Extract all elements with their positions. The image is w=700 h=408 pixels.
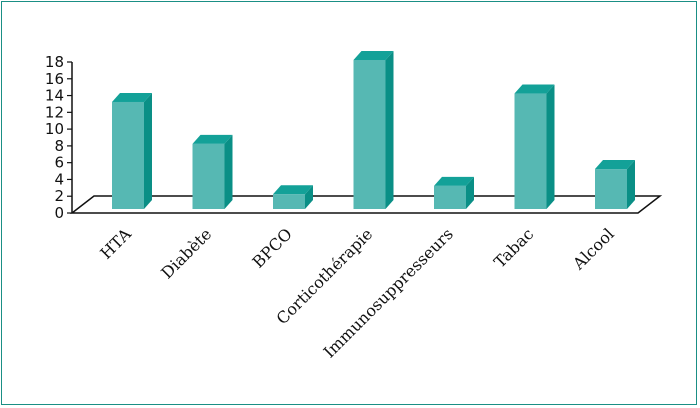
bar-top bbox=[595, 160, 635, 170]
bar-top bbox=[514, 84, 555, 94]
bar-front bbox=[434, 185, 466, 209]
bar-side bbox=[305, 185, 313, 209]
bar-side bbox=[385, 51, 394, 209]
category-labels: HTA Diabète BPCOCorticothérapieImmunosuppr… bbox=[96, 224, 617, 362]
category-label: Tabac bbox=[490, 224, 537, 271]
bar-front bbox=[112, 101, 144, 209]
category-label: HTA bbox=[96, 224, 135, 263]
bar-top bbox=[192, 134, 233, 144]
bar bbox=[353, 51, 394, 209]
y-tick-label: 16 bbox=[45, 70, 64, 88]
y-tick-label: 0 bbox=[54, 204, 64, 222]
bar-front bbox=[273, 194, 305, 209]
bar-front bbox=[595, 169, 627, 209]
bar bbox=[434, 176, 474, 209]
category-label: BPCO bbox=[249, 224, 296, 271]
bar-front bbox=[514, 93, 547, 209]
category-label: Alcool bbox=[568, 224, 618, 274]
category-label: Diabète bbox=[157, 224, 215, 282]
bar-side bbox=[224, 134, 233, 209]
category-label: Immunosuppresseurs bbox=[320, 224, 457, 361]
bar bbox=[112, 92, 152, 209]
bar-side bbox=[546, 84, 555, 209]
bar-side bbox=[144, 92, 152, 209]
bar bbox=[595, 160, 635, 209]
bar-front bbox=[192, 143, 225, 209]
y-tick-label: 10 bbox=[45, 120, 64, 138]
y-tick-label: 2 bbox=[54, 187, 64, 205]
bar-top bbox=[273, 185, 313, 195]
bar-side bbox=[627, 160, 635, 209]
y-tick-label: 12 bbox=[45, 103, 64, 121]
bar-front bbox=[353, 60, 386, 209]
y-tick-label: 18 bbox=[45, 53, 64, 71]
y-tick-label: 6 bbox=[54, 154, 64, 172]
bar-side bbox=[466, 176, 474, 209]
bar bbox=[514, 84, 555, 209]
bars bbox=[112, 51, 635, 209]
y-tick-label: 4 bbox=[54, 170, 64, 188]
y-tick-label: 8 bbox=[54, 137, 64, 155]
bar-top bbox=[353, 51, 394, 60]
bar-top bbox=[434, 176, 474, 186]
bar bbox=[273, 185, 313, 209]
bar bbox=[192, 134, 233, 209]
bar-top bbox=[112, 92, 152, 102]
y-tick-label: 14 bbox=[45, 87, 64, 105]
